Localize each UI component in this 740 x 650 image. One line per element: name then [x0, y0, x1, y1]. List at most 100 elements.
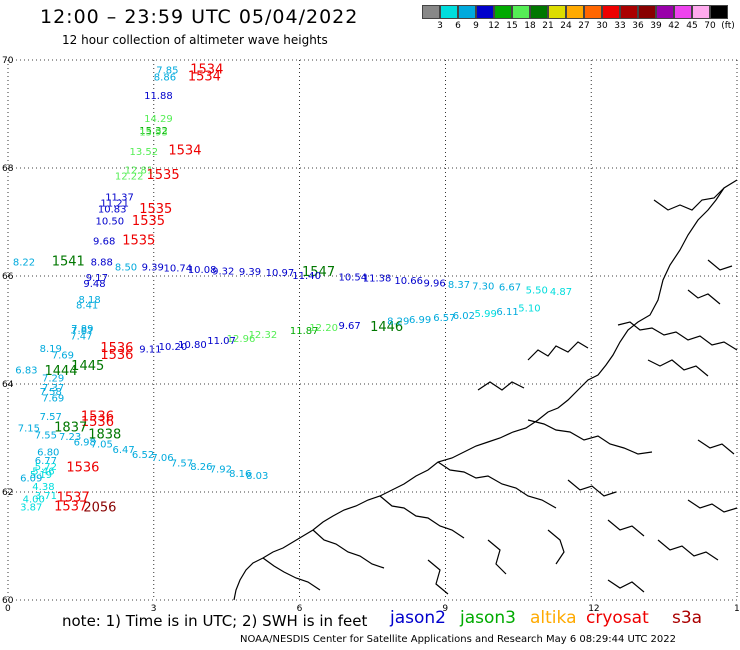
colorbar-swatch [638, 5, 656, 19]
wave-height-value: 5.46 [32, 467, 54, 478]
wave-height-value: 15.32 [139, 126, 168, 137]
wave-height-value: 7.57 [40, 412, 62, 423]
wave-height-value: 8.37 [448, 280, 470, 291]
colorbar-swatch [512, 5, 530, 19]
wave-height-value: 4.38 [32, 482, 54, 493]
satellite-legend-jason3: jason3 [460, 608, 516, 628]
wave-height-value: 7.85 [156, 66, 178, 77]
colorbar-swatch [476, 5, 494, 19]
colorbar-label: 21 [542, 21, 554, 31]
colorbar-labels: 3 6 9 12 15 18 21 24 27 30 33 36 39 42 45 70 (ft) [422, 21, 740, 33]
axis-labels: 70 68 66 64 62 600 3 6 9 12 15 [2, 56, 740, 614]
wave-height-value: 9.67 [338, 321, 360, 332]
lat-lon-grid [7, 59, 738, 601]
wave-height-value: 5.99 [475, 309, 497, 320]
wave-height-value: 9.39 [239, 267, 261, 278]
pass-time-label: 1534 [190, 63, 223, 78]
wave-height-value: 7.55 [35, 431, 57, 442]
colorbar-swatch [692, 5, 710, 19]
map-subtitle: 12 hour collection of altimeter wave hei… [62, 33, 328, 47]
colorbar-label: 6 [455, 21, 461, 31]
pass-time-label: 1536 [100, 341, 133, 356]
longitude-label: 0 [5, 604, 11, 614]
wave-height-value: 12.81 [125, 165, 154, 176]
wave-height-value: 11.07 [207, 336, 236, 347]
colorbar-swatch [602, 5, 620, 19]
wave-height-value: 8.18 [78, 295, 100, 306]
wave-height-value: 10.54 [338, 272, 367, 283]
colorbar-swatch [584, 5, 602, 19]
colorbar-label: 12 [488, 21, 500, 31]
colorbar-label: 24 [560, 21, 572, 31]
wave-height-value: 4.00 [23, 494, 45, 505]
pass-time-label: 1536 [100, 348, 133, 363]
pass-time-label: 1445 [71, 359, 104, 374]
wave-height-value: 6.09 [20, 474, 42, 485]
colorbar-swatch [656, 5, 674, 19]
wave-height-value: 6.47 [112, 445, 134, 456]
colorbar-label: 36 [632, 21, 644, 31]
wave-height-value: 10.97 [266, 268, 295, 279]
colorbar-label: 42 [668, 21, 680, 31]
wave-height-value: 7.29 [42, 373, 64, 384]
satellite-legend-jason2: jason2 [390, 608, 446, 628]
pass-time-label: 1534 [168, 144, 201, 159]
latitude-label: 60 [2, 596, 14, 606]
wave-height-value: 12.96 [227, 334, 256, 345]
wave-height-value: 10.83 [98, 204, 127, 215]
wave-height-value: 7.37 [42, 383, 64, 394]
wave-height-value: 8.22 [13, 258, 35, 269]
wave-height-value: 7.58 [40, 387, 62, 398]
colorbar-swatch [440, 5, 458, 19]
wave-height-value: 11.40 [292, 271, 321, 282]
colorbar-label: 27 [578, 21, 590, 31]
wave-height-value: 8.29 [387, 317, 409, 328]
wave-height-value: 11.38 [363, 273, 392, 284]
wave-height-value: 9.48 [83, 279, 105, 290]
wave-height-value: 8.50 [115, 263, 137, 274]
wave-height-value: 6.67 [499, 283, 521, 294]
wave-height-value: 10.50 [95, 217, 124, 228]
colorbar-label: 39 [650, 21, 662, 31]
pass-time-label: 1537 [57, 491, 90, 506]
pass-time-label: 1536 [81, 410, 114, 425]
wave-height-value: 13.52 [130, 147, 159, 158]
wave-height-value: 6.52 [132, 450, 154, 461]
wave-height-value: 10.08 [188, 265, 217, 276]
colorbar-label: 18 [524, 21, 536, 31]
wave-height-value: 7.57 [171, 459, 193, 470]
wave-height-value: 10.66 [394, 276, 423, 287]
map-title: 12:00 – 23:59 UTC 05/04/2022 [40, 6, 359, 28]
wave-height-value: 7.15 [18, 424, 40, 435]
wave-height-value: 6.80 [37, 447, 59, 458]
pass-time-label: 1536 [81, 415, 114, 430]
wave-height-value: 11.88 [144, 91, 173, 102]
colorbar-swatch [674, 5, 692, 19]
colorbar-swatch [422, 5, 440, 19]
pass-time-label: 1534 [188, 70, 221, 85]
wave-height-value: 10.20 [159, 342, 188, 353]
wave-height-value: 9.39 [142, 263, 164, 274]
pass-time-label: 1537 [54, 499, 87, 514]
pass-time-label: 1838 [88, 428, 121, 443]
wave-height-value: 5.50 [526, 285, 548, 296]
pass-time-label: 2056 [83, 500, 116, 515]
satellite-legend-altika: altika [530, 608, 577, 628]
satellite-legend-s3a: s3a [672, 608, 703, 628]
wave-height-value: 9.96 [424, 278, 446, 289]
wave-height-value: 12.32 [249, 330, 278, 341]
pass-time-label: 1535 [147, 168, 180, 183]
wave-height-value: 7.23 [59, 432, 81, 443]
colorbar-swatch [620, 5, 638, 19]
colorbar-label: 33 [614, 21, 626, 31]
wave-height-value: 5.19 [30, 470, 52, 481]
wave-height-value: 3.87 [20, 502, 42, 513]
pass-time-label: 1446 [370, 320, 403, 335]
wave-height-colorbar [422, 5, 728, 19]
colorbar-swatch [548, 5, 566, 19]
pass-time-label: 1535 [139, 202, 172, 217]
longitude-label: 12 [588, 604, 599, 614]
wave-height-value: 6.99 [409, 315, 431, 326]
wave-height-value: 7.05 [91, 440, 113, 451]
latitude-label: 66 [2, 272, 14, 282]
